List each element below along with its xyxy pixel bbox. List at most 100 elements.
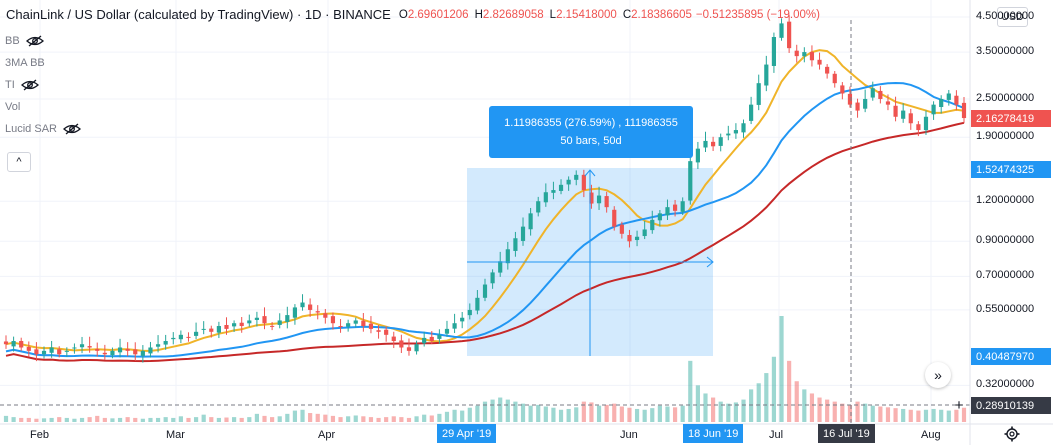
volume-bar [277,416,282,422]
candle [855,98,860,118]
candle [201,321,206,335]
add-alert-plus-icon[interactable]: + [954,397,964,414]
volume-bar [787,360,792,422]
candle [695,141,700,169]
volume-bar [528,405,533,422]
volume-bar [239,417,244,422]
volume-bar [650,408,655,422]
candle [11,336,16,352]
candle [794,44,799,63]
range-end-date-tag: 18 Jun '19 [683,424,744,443]
volume-bar [323,414,328,422]
volume-bar [315,413,320,422]
volume-bar [117,417,123,422]
candle [125,342,130,357]
indicator-item[interactable]: Lucid SAR [5,118,81,140]
volume-bar [536,404,541,422]
candle [634,230,640,247]
ohlc-key: L [549,8,557,21]
volume-bar [574,407,579,422]
gear-icon[interactable] [1004,426,1020,442]
eye-crossed-icon[interactable] [62,123,81,135]
candle [536,196,541,217]
volume-bar [338,417,343,422]
candle [558,179,564,195]
eye-crossed-icon[interactable] [20,79,39,91]
volume-bar [444,411,450,422]
volume-bar [657,405,662,422]
candle [825,64,830,79]
volume-bar [346,416,351,422]
volume-bar [749,389,754,422]
volume-bar [581,401,586,422]
volume-bar [596,405,602,422]
candle [148,341,153,358]
volume-bar [163,417,168,422]
candle [34,342,39,362]
indicator-item[interactable]: 3MA BB [5,52,81,74]
volume-bar [931,408,936,422]
eye-crossed-icon[interactable] [25,35,44,47]
volume-bar [171,417,176,422]
volume-bar [95,415,100,422]
candle [741,119,746,138]
candle [513,231,518,257]
currency-button[interactable]: USD [997,7,1028,27]
candle [916,121,921,137]
candle [711,136,716,152]
measure-bars: 50 bars, 50d [560,135,622,147]
ohlc-value: 2.15418000 [556,8,617,21]
volume-bar [422,414,427,422]
candle [566,176,571,191]
volume-bar [406,417,412,422]
scroll-to-realtime-button[interactable]: » [925,362,951,388]
candle [961,97,967,123]
candle [444,320,450,337]
volume-bar [642,409,647,422]
volume-bar [505,399,510,422]
volume-bar [490,399,495,422]
ohlc-value: 2.69601206 [407,8,469,21]
indicator-item[interactable]: BB [5,30,81,52]
volume-bar [558,409,564,422]
candle [581,169,586,198]
candle [353,317,358,328]
volume-bar [703,393,708,422]
indicator-label: BB [5,35,20,47]
volume-bar [72,418,77,422]
symbol-title[interactable]: ChainLink / US Dollar (calculated by Tra… [6,7,391,22]
volume-bar [353,415,358,422]
volume-bar [64,417,69,422]
candle [384,326,389,342]
volume-bar [155,417,161,422]
candle [300,294,305,311]
candle [642,220,647,240]
indicator-label: Vol [5,101,21,113]
volume-bar [946,410,951,422]
price-axis-label: 3.50000000 [976,45,1035,58]
indicator-item[interactable]: Vol [5,96,81,118]
volume-bar [254,413,259,422]
candle [901,103,906,123]
volume-bar [809,393,815,422]
measure-bottom-price-tag: 0.40487970 [971,348,1051,365]
volume-bar [847,404,853,422]
volume-bar [733,402,738,422]
double-chevron-right-icon: » [934,367,942,383]
indicator-item[interactable]: TI [5,74,81,96]
volume-bar [498,397,503,422]
ma-slow-line [5,121,965,363]
volume-bar [802,389,807,422]
candle [41,346,47,359]
candle [650,210,655,234]
candle [764,55,769,92]
volume-bar [961,407,967,422]
volume-bar [186,417,191,422]
volume-bar [741,399,746,422]
volume-bar [619,406,624,422]
collapse-legend-button[interactable]: ^ [7,152,31,172]
candle [270,322,275,331]
volume-bar [520,403,526,422]
volume-bar [901,408,906,422]
